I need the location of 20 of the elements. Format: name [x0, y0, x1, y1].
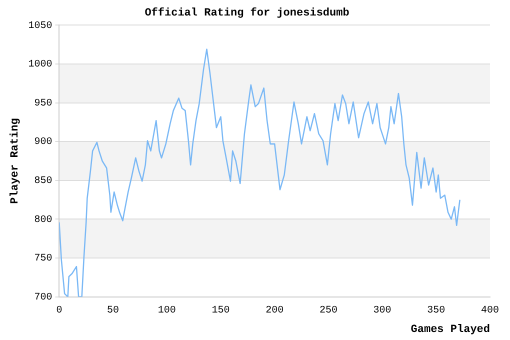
x-axis-title: Games Played — [410, 324, 490, 336]
y-tick-label: 850 — [34, 176, 52, 188]
y-tick-label: 800 — [34, 214, 52, 226]
y-tick-label: 750 — [34, 254, 52, 265]
x-tick-label: 0 — [56, 305, 62, 316]
y-axis-title: Player Rating — [9, 118, 22, 204]
y-tick-label: 1000 — [28, 60, 52, 71]
x-tick-label: 50 — [107, 305, 120, 316]
y-tick-label: 1050 — [28, 20, 52, 32]
y-tick-label: 900 — [34, 137, 52, 148]
x-tick-label: 250 — [319, 305, 338, 316]
x-tick-label: 200 — [266, 305, 284, 316]
x-tick-label: 350 — [427, 305, 446, 316]
x-tick-label: 400 — [480, 305, 500, 316]
x-tick-label: 300 — [373, 305, 392, 316]
y-tick-label: 950 — [34, 98, 52, 110]
x-tick-label: 150 — [212, 305, 230, 316]
y-tick-label: 700 — [34, 292, 52, 304]
x-tick-label: 100 — [158, 305, 176, 316]
chart-title: Official Rating for jonesisdumb — [144, 6, 350, 20]
